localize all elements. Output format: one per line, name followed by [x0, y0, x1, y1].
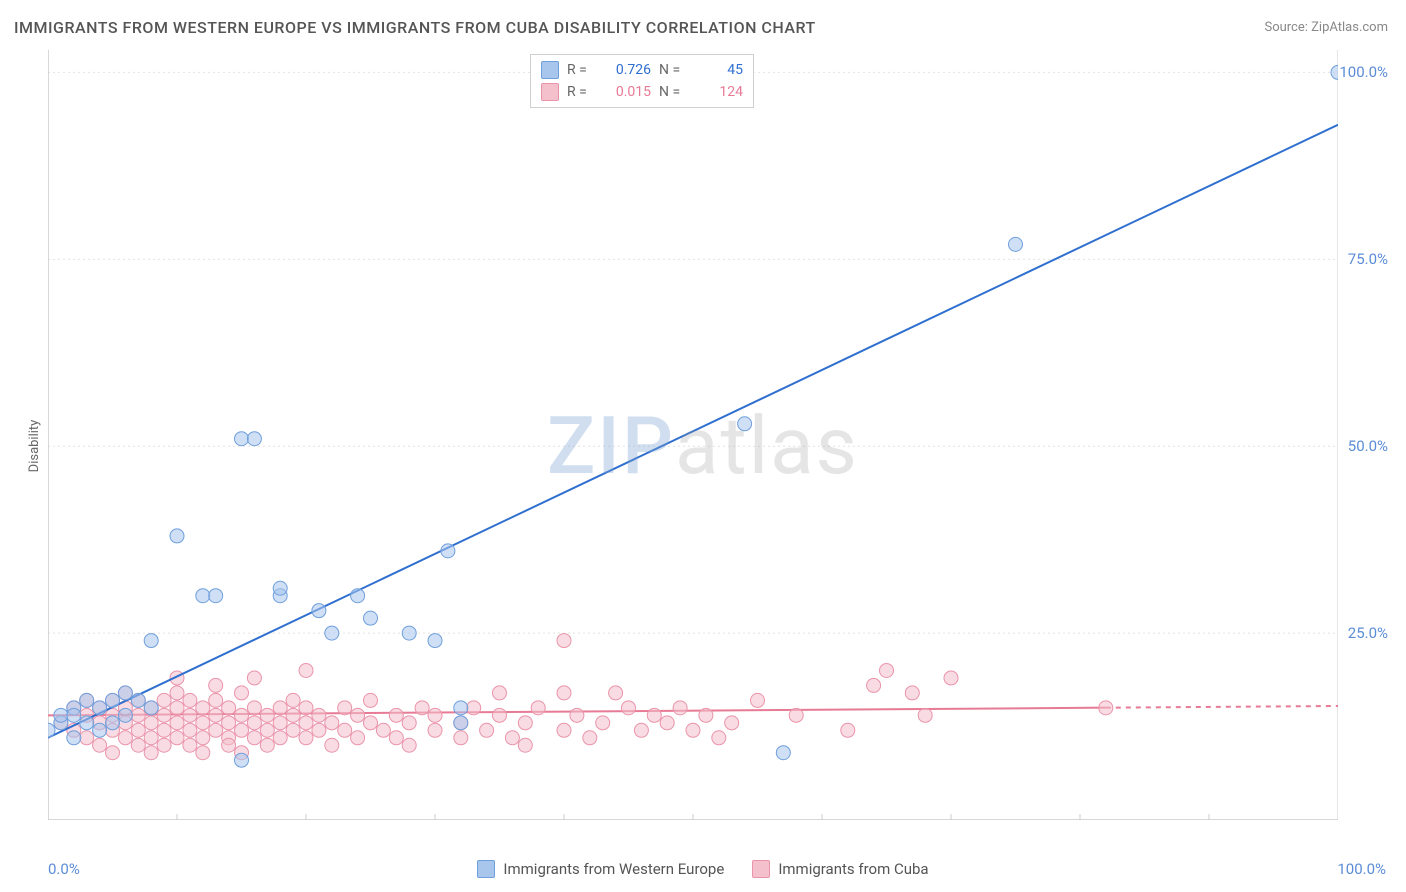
r-label: R =	[567, 62, 595, 78]
correlation-legend: R = 0.726 N = 45 R = 0.015 N = 124	[530, 54, 754, 108]
legend-swatch-1	[541, 61, 559, 79]
y-tick-label: 25.0%	[1348, 624, 1388, 642]
series-legend: Immigrants from Western Europe Immigrant…	[0, 860, 1406, 878]
n-value-2: 124	[695, 84, 743, 100]
y-tick-label: 100.0%	[1339, 63, 1388, 81]
y-axis-label: Disability	[27, 420, 42, 473]
legend-bottom-swatch-2	[752, 860, 770, 878]
r-value-1: 0.726	[603, 62, 651, 78]
legend-row-series-2: R = 0.015 N = 124	[541, 81, 743, 103]
y-tick-label: 50.0%	[1348, 437, 1388, 455]
source-attribution: Source: ZipAtlas.com	[1264, 20, 1388, 35]
r-value-2: 0.015	[603, 84, 651, 100]
legend-swatch-2	[541, 83, 559, 101]
y-tick-label: 75.0%	[1348, 250, 1388, 268]
legend-bottom-swatch-1	[477, 860, 495, 878]
legend-row-series-1: R = 0.726 N = 45	[541, 59, 743, 81]
legend-bottom-label-2: Immigrants from Cuba	[778, 860, 928, 878]
n-value-1: 45	[695, 62, 743, 78]
n-label: N =	[659, 84, 687, 100]
chart-title: IMMIGRANTS FROM WESTERN EUROPE VS IMMIGR…	[14, 18, 816, 37]
legend-bottom-label-1: Immigrants from Western Europe	[503, 860, 724, 878]
n-label: N =	[659, 62, 687, 78]
scatter-plot	[48, 50, 1338, 820]
r-label: R =	[567, 84, 595, 100]
legend-item-1: Immigrants from Western Europe	[477, 860, 724, 878]
legend-item-2: Immigrants from Cuba	[752, 860, 928, 878]
